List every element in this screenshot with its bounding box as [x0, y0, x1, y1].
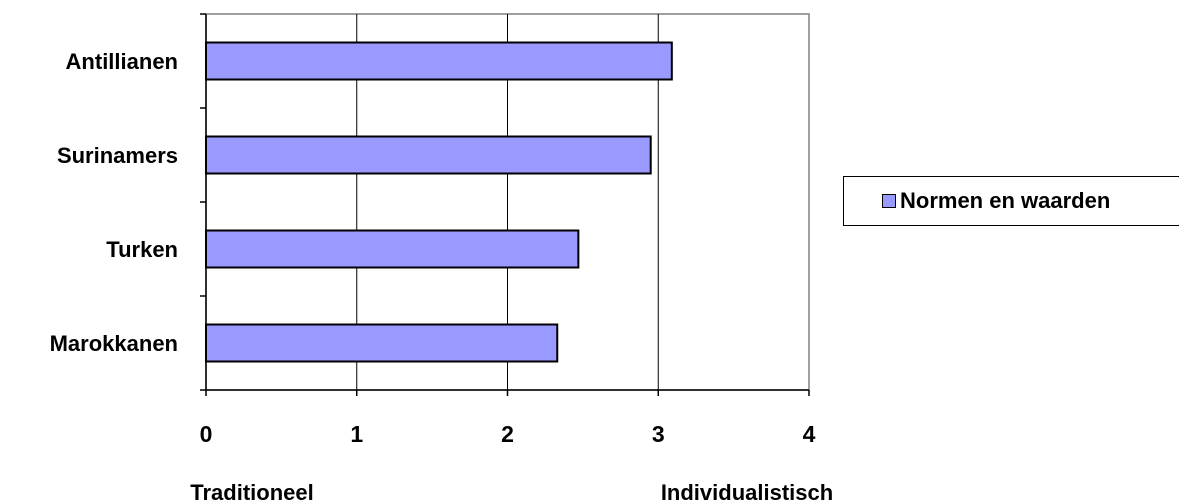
- category-label: Marokkanen: [50, 331, 178, 356]
- x-tick-label: 4: [803, 421, 816, 447]
- category-label: Turken: [106, 237, 178, 262]
- tick-labels: 0 1 2 3 4: [200, 421, 816, 447]
- category-label: Antillianen: [66, 49, 178, 74]
- bar: [205, 41, 673, 81]
- axes: [200, 13, 810, 396]
- x-tick-label: 2: [501, 421, 514, 447]
- legend-label: Normen en waarden: [900, 188, 1111, 213]
- bars: [205, 41, 673, 363]
- axis-right-end-label: Individualistisch: [661, 480, 833, 504]
- category-label: Surinamers: [57, 143, 178, 168]
- x-tick-label: 0: [200, 421, 213, 447]
- x-tick-label: 1: [350, 421, 363, 447]
- bar: [205, 229, 580, 269]
- bar: [205, 323, 559, 363]
- bar: [205, 135, 652, 175]
- category-labels: Antillianen Surinamers Turken Marokkanen: [50, 49, 178, 356]
- x-tick-label: 3: [652, 421, 665, 447]
- axis-left-end-label: Traditioneel: [190, 480, 313, 504]
- legend: Normen en waarden: [843, 176, 1179, 226]
- legend-swatch: [882, 194, 896, 208]
